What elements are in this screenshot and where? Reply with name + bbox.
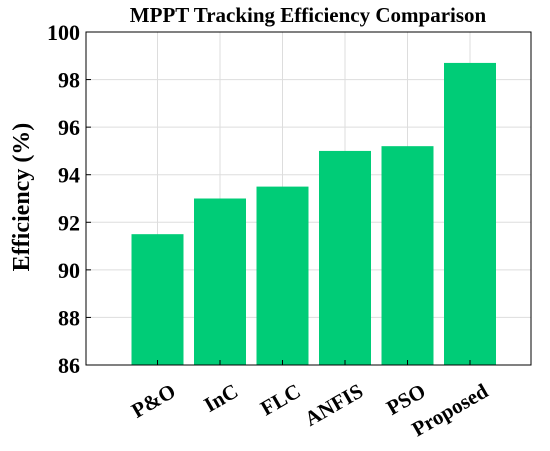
y-tick-label: 92: [58, 210, 80, 235]
y-tick-labels: 86 88 90 92 94 96 98 100: [47, 20, 91, 378]
x-tick-label: FLC: [256, 379, 304, 421]
y-tick-label: 96: [58, 115, 80, 140]
y-tick-label: 94: [58, 163, 80, 188]
plot-frame: [85, 31, 532, 366]
bar-flc: [256, 186, 309, 365]
y-tick-label: 98: [58, 68, 80, 93]
y-tick-label: 90: [58, 258, 80, 283]
bar-p-o: [131, 234, 184, 365]
y-axis-label: Efficiency (%): [9, 123, 35, 272]
y-tick-label: 86: [58, 353, 80, 378]
x-tick-label: InC: [200, 379, 242, 417]
bar-anfis: [319, 150, 371, 365]
y-tick-label: 88: [58, 305, 80, 330]
bar-proposed: [444, 62, 496, 366]
x-tick-label: ANFIS: [301, 379, 368, 431]
bar-inc: [194, 198, 246, 365]
chart-title: MPPT Tracking Efficiency Comparison: [130, 3, 487, 27]
x-tick-label: P&O: [127, 379, 179, 423]
y-tick-label: 100: [47, 20, 80, 45]
bar-pso: [381, 146, 434, 365]
bars: [131, 62, 496, 366]
